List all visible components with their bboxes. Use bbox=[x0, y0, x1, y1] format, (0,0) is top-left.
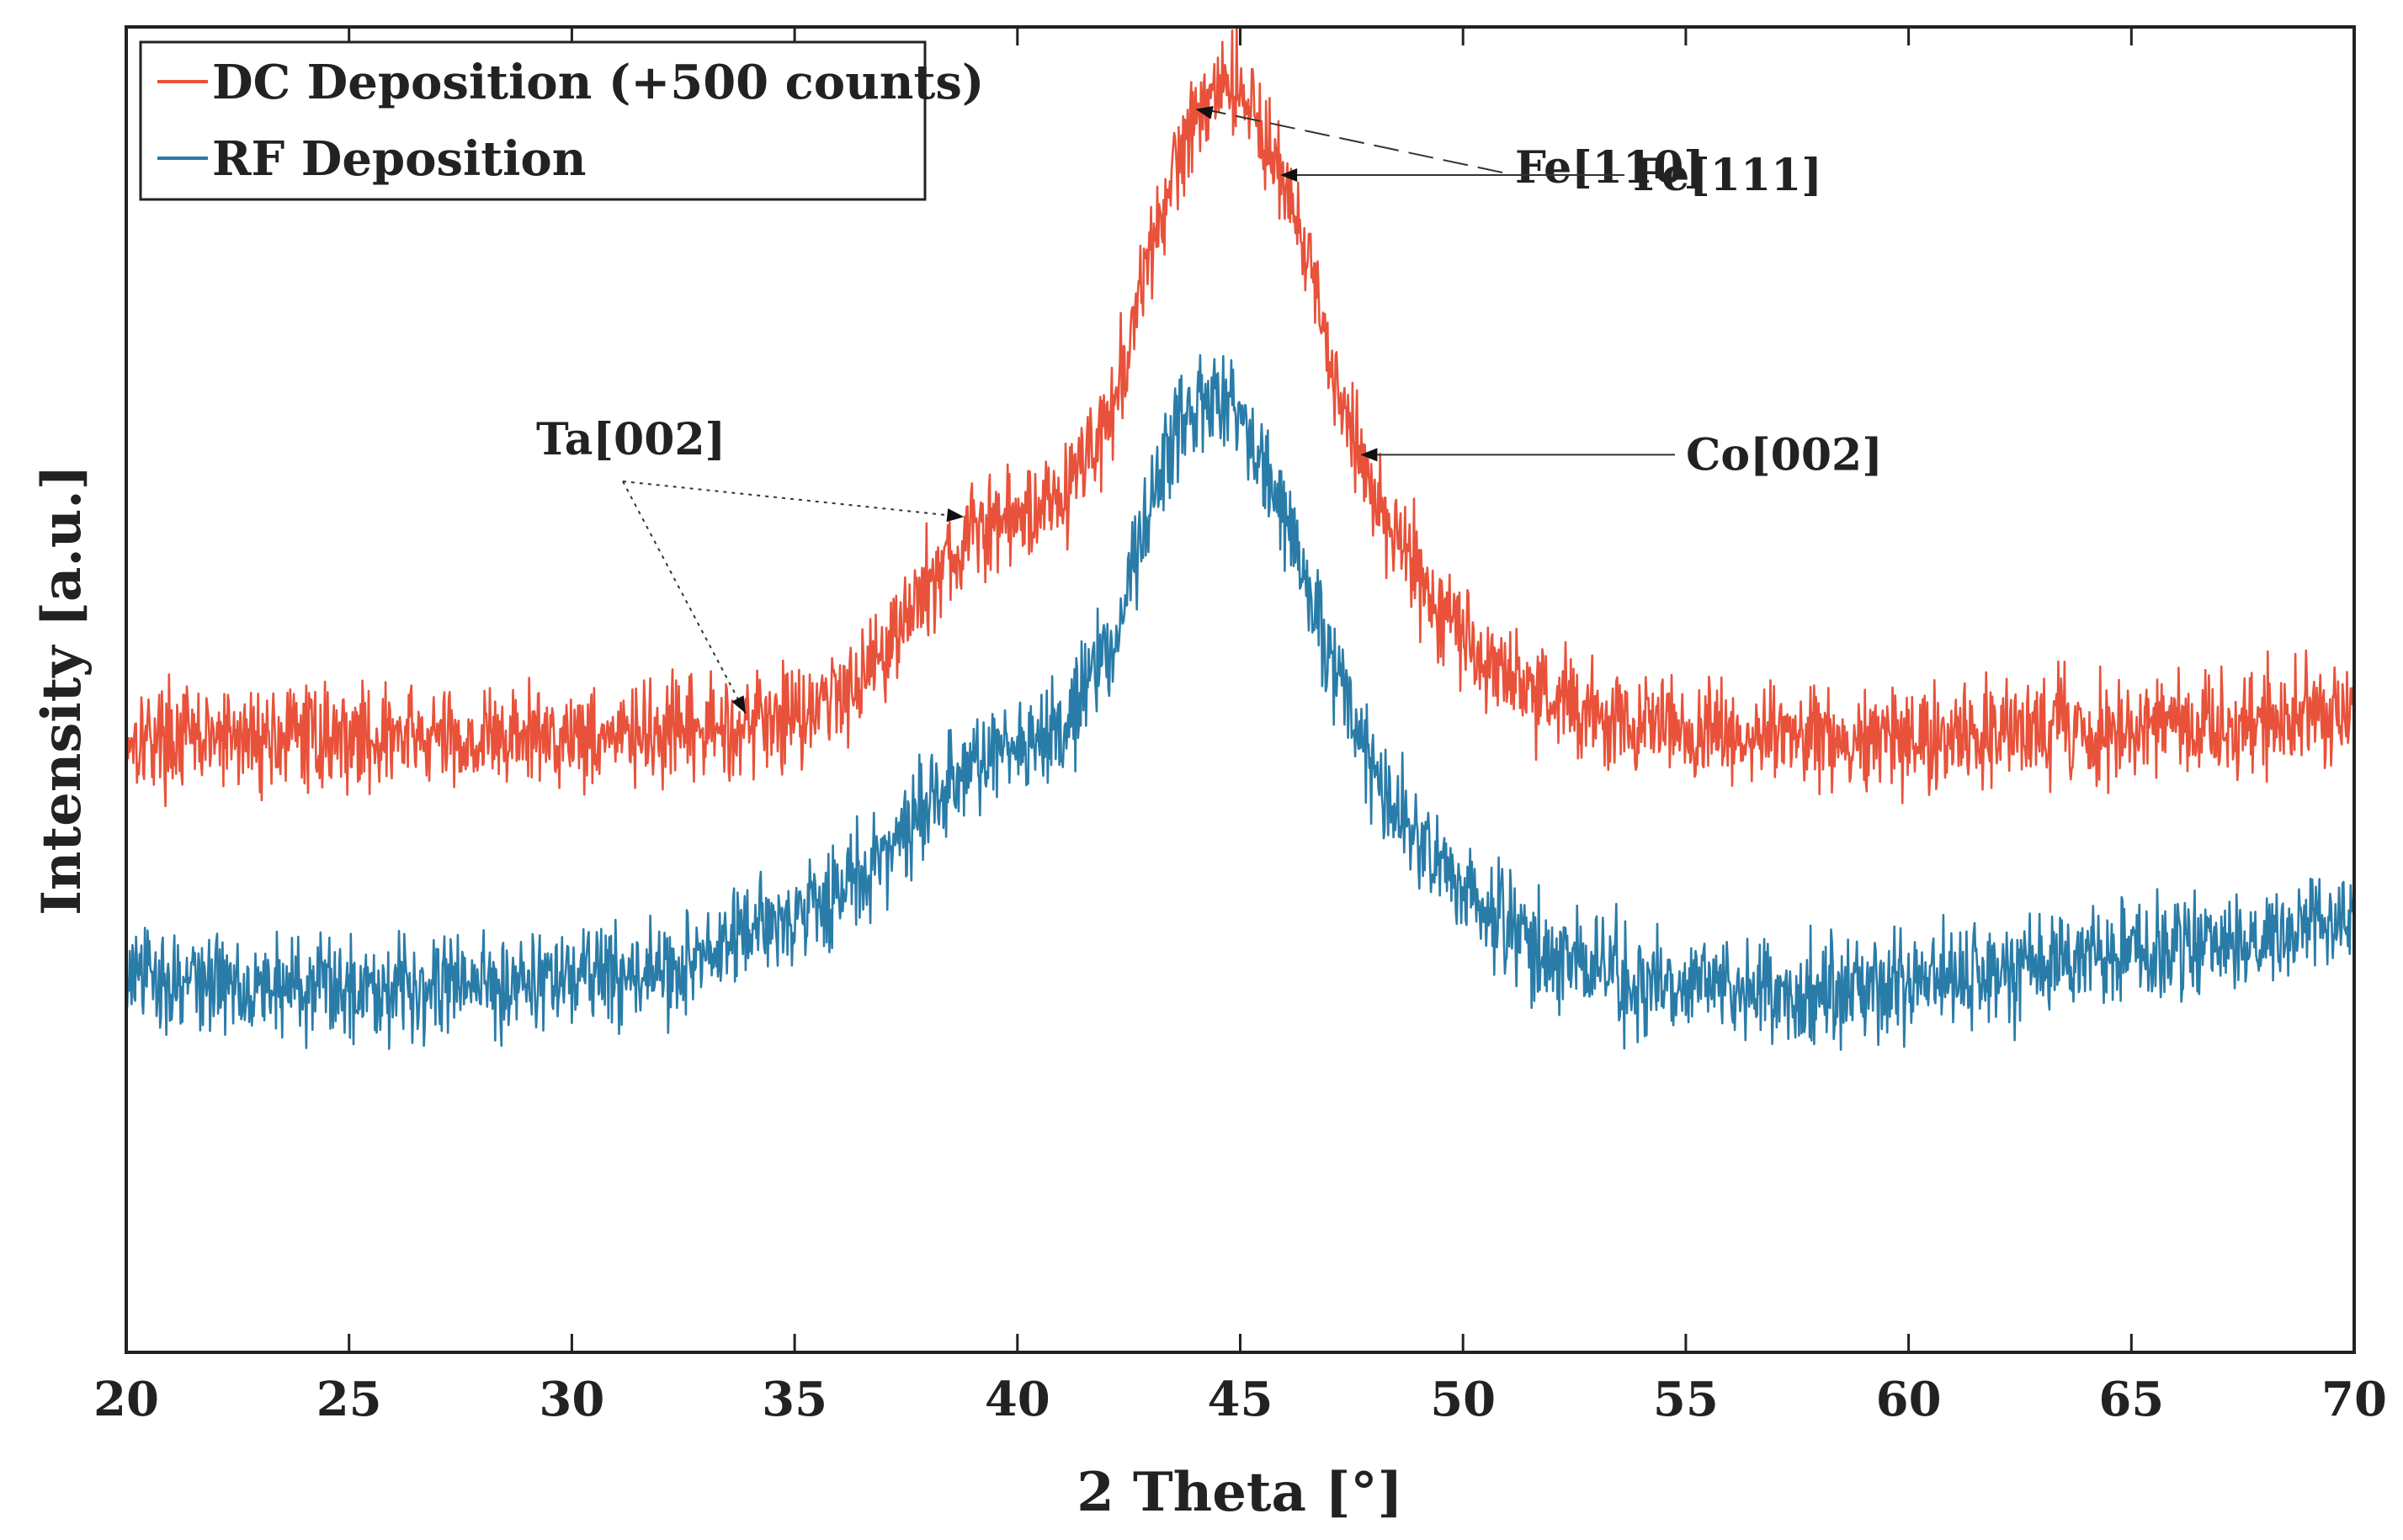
series-line-rf bbox=[126, 353, 2354, 1051]
legend-label-dc: DC Deposition (+500 counts) bbox=[212, 55, 984, 110]
annotation-label-ta002: Ta[002] bbox=[536, 414, 726, 465]
annotation-label-co002: Co[002] bbox=[1686, 429, 1883, 481]
legend-box bbox=[139, 40, 927, 201]
x-tick-label: 40 bbox=[985, 1372, 1050, 1427]
annotation-label-fe111: Fe[111] bbox=[1633, 150, 1822, 201]
x-tick-label: 45 bbox=[1208, 1372, 1273, 1427]
annotation-leader-ta002 bbox=[622, 481, 965, 518]
x-tick-label: 55 bbox=[1653, 1372, 1719, 1427]
annotation-arrow-fe110 bbox=[1195, 105, 1214, 119]
annotation-arrow-co002 bbox=[1360, 448, 1378, 462]
x-tick-label: 35 bbox=[762, 1372, 827, 1427]
annotation-label-fe110: Fe[110] bbox=[1515, 142, 1704, 194]
x-tick-label: 50 bbox=[1430, 1372, 1496, 1427]
x-tick-label: 30 bbox=[539, 1372, 604, 1427]
legend-label-rf: RF Deposition bbox=[212, 131, 587, 187]
x-tick-label: 60 bbox=[1876, 1372, 1942, 1427]
x-tick-label: 70 bbox=[2321, 1372, 2387, 1427]
legend: DC Deposition (+500 counts) RF Depositio… bbox=[139, 40, 984, 201]
annotation-arrow-ta002 bbox=[946, 508, 965, 523]
y-axis-label: Intensity [a.u.] bbox=[30, 465, 93, 916]
annotation-arrow-fe111 bbox=[1280, 167, 1298, 182]
x-axis-label: 2 Theta [°] bbox=[1077, 1461, 1403, 1524]
series-line-dc bbox=[126, 27, 2354, 808]
annotation-arrow-ta002 bbox=[731, 695, 746, 714]
x-tick-label: 25 bbox=[316, 1372, 382, 1427]
x-tick-label: 20 bbox=[93, 1372, 159, 1427]
annotation-leader-fe110 bbox=[1204, 108, 1503, 173]
x-tick-label: 65 bbox=[2098, 1372, 2164, 1427]
plot-area-frame bbox=[125, 25, 2356, 1354]
annotation-leader-ta002 bbox=[622, 481, 747, 714]
